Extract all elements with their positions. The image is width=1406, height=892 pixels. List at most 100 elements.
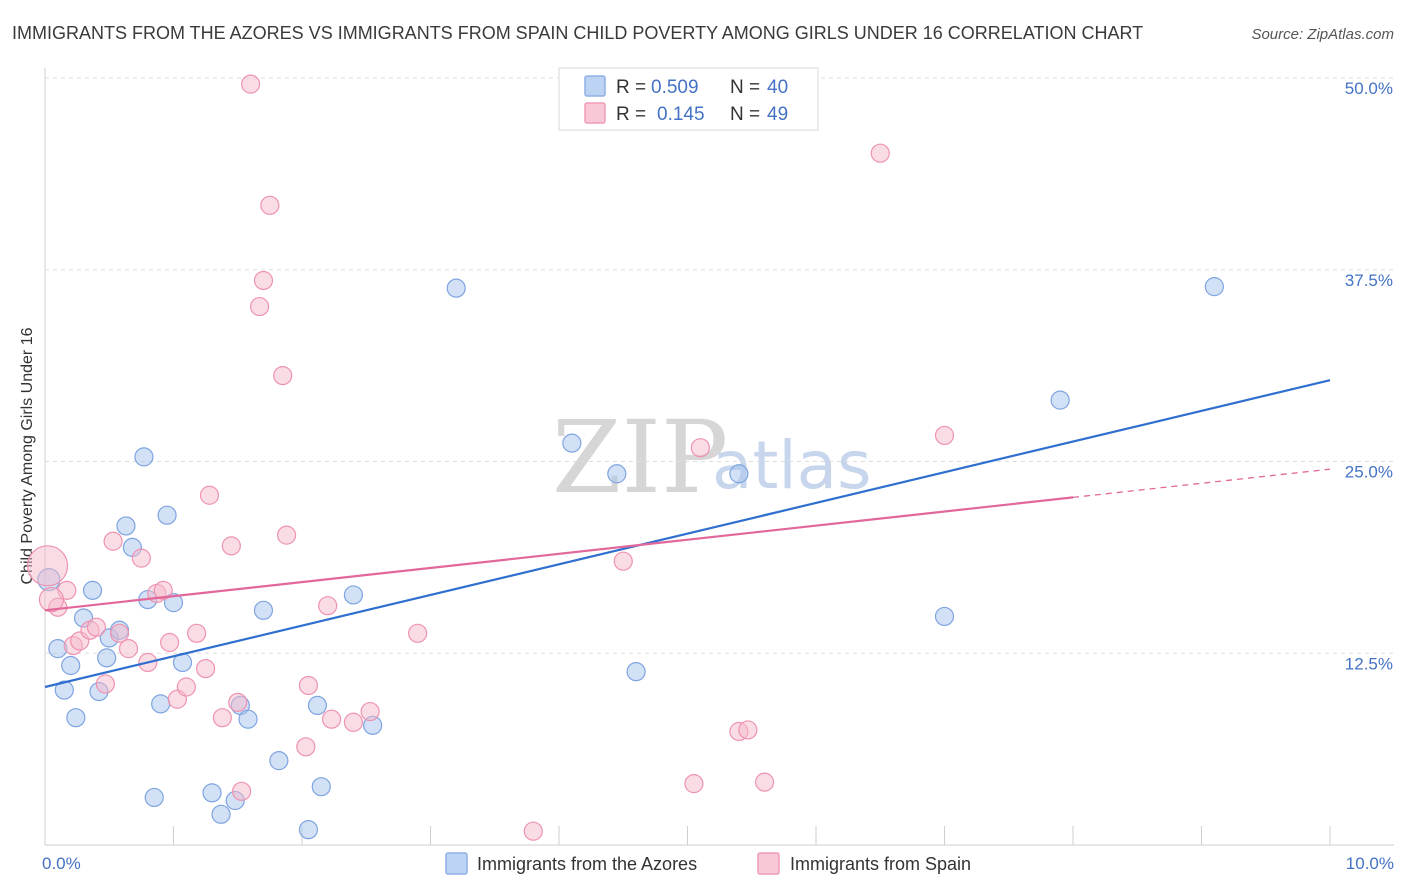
azores-point (311, 777, 331, 797)
spain-point (249, 296, 270, 317)
spain-point (199, 485, 220, 505)
azores-point (116, 516, 136, 536)
spain-point (118, 639, 139, 659)
spain-point (95, 674, 115, 694)
spain-point (228, 692, 248, 712)
spain-trend-line (44, 496, 1074, 612)
azores-point (307, 695, 328, 716)
spain-point (684, 774, 704, 794)
azores-point (134, 447, 154, 467)
legend-r-label-spain: R = (616, 104, 646, 125)
spain-point (613, 551, 633, 571)
spain-point (38, 586, 65, 613)
azores-point (729, 464, 749, 484)
y-tick-label-3: 50.0% (1345, 79, 1393, 98)
bottom-legend-label-azores: Immigrants from the Azores (477, 854, 697, 874)
azores-point (343, 585, 363, 605)
legend-n-label-spain: N = (730, 104, 760, 125)
chart-source: Source: ZipAtlas.com (1251, 26, 1394, 43)
legend-n-value-azores: 40 (767, 77, 788, 98)
azores-point (934, 606, 955, 627)
spain-point (253, 270, 274, 291)
legend-swatch-azores (584, 75, 606, 97)
azores-point (66, 708, 86, 728)
y-tick-labels: 12.5% 25.0% 37.5% 50.0% (1345, 79, 1393, 673)
spain-point (232, 781, 252, 801)
y-tick-label-1: 25.0% (1345, 463, 1393, 482)
azores-point (61, 655, 81, 676)
legend-box: R = 0.509 N = 40 R = 0.145 N = 49 (558, 67, 819, 131)
spain-point (276, 525, 297, 545)
azores-point (607, 464, 627, 484)
spain-point (260, 195, 280, 215)
spain-point (343, 712, 363, 732)
spain-point (296, 737, 316, 757)
trend-lines (44, 379, 1331, 689)
azores-point (48, 639, 68, 659)
spain-point (360, 701, 380, 722)
legend-r-label-azores: R = (616, 77, 646, 98)
spain-point (221, 536, 241, 556)
series-azores-points (37, 277, 1224, 840)
azores-point (157, 505, 177, 525)
spain-point (273, 365, 293, 386)
azores-point (446, 278, 466, 298)
x-tick-label-min: 0.0% (42, 854, 81, 873)
spain-point (321, 709, 342, 729)
azores-point (253, 600, 274, 620)
bottom-legend-swatch-spain (757, 852, 780, 875)
azores-point (269, 751, 289, 771)
x-ticks (173, 826, 1331, 845)
spain-point (187, 623, 207, 643)
azores-point (54, 680, 74, 700)
spain-point (298, 675, 319, 696)
spain-point (212, 708, 232, 728)
spain-point (160, 632, 180, 653)
legend-swatch-spain (584, 102, 606, 124)
azores-point (1050, 390, 1070, 410)
azores-point (1204, 277, 1224, 297)
azores-point (82, 580, 103, 600)
spain-point (870, 143, 890, 163)
azores-point (211, 804, 231, 824)
watermark-zip: ZIP (552, 399, 728, 516)
spain-point (408, 623, 428, 643)
x-tick-label-max: 10.0% (1346, 854, 1394, 873)
azores-point (202, 783, 222, 803)
spain-point (754, 772, 775, 792)
spain-point (523, 821, 543, 841)
spain-point (109, 623, 130, 643)
azores-point (151, 694, 171, 714)
y-tick-label-2: 37.5% (1345, 271, 1393, 290)
spain-point (690, 438, 710, 458)
chart-title: IMMIGRANTS FROM THE AZORES VS IMMIGRANTS… (12, 23, 1143, 43)
y-axis-label: Child Poverty Among Girls Under 16 (19, 327, 36, 584)
spain-point (131, 548, 151, 568)
spain-point (196, 658, 216, 679)
spain-point (86, 617, 107, 637)
spain-trend-line-extension (1072, 468, 1331, 499)
azores-point (562, 433, 582, 453)
azores-point (97, 648, 117, 668)
azores-point (626, 662, 646, 682)
spain-point (934, 425, 955, 446)
spain-point (241, 74, 261, 94)
azores-point (163, 593, 184, 613)
legend-n-label-azores: N = (730, 77, 760, 98)
bottom-legend: Immigrants from the Azores Immigrants fr… (445, 852, 971, 875)
spain-point (738, 720, 758, 740)
azores-trend-line (44, 379, 1331, 689)
y-tick-label-0: 12.5% (1345, 654, 1393, 673)
bottom-legend-swatch-azores (445, 852, 468, 875)
azores-point (298, 820, 319, 840)
spain-point (318, 596, 338, 616)
bottom-legend-label-spain: Immigrants from Spain (790, 854, 971, 874)
spain-point (176, 677, 196, 697)
azores-point (238, 709, 258, 729)
gridlines (45, 77, 1394, 654)
legend-r-value-spain: 0.145 (657, 104, 705, 125)
spain-point (153, 580, 173, 600)
legend-r-value-azores: 0.509 (651, 77, 699, 98)
axes (44, 68, 1394, 846)
